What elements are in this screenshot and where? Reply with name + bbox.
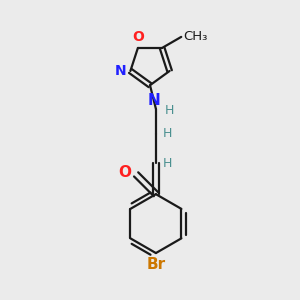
Text: H: H — [162, 157, 172, 170]
Text: N: N — [114, 64, 126, 78]
Text: CH₃: CH₃ — [184, 30, 208, 44]
Text: Br: Br — [146, 257, 166, 272]
Text: O: O — [119, 164, 132, 179]
Text: N: N — [148, 93, 161, 108]
Text: H: H — [165, 104, 174, 117]
Text: O: O — [132, 29, 144, 44]
Text: H: H — [162, 127, 172, 140]
